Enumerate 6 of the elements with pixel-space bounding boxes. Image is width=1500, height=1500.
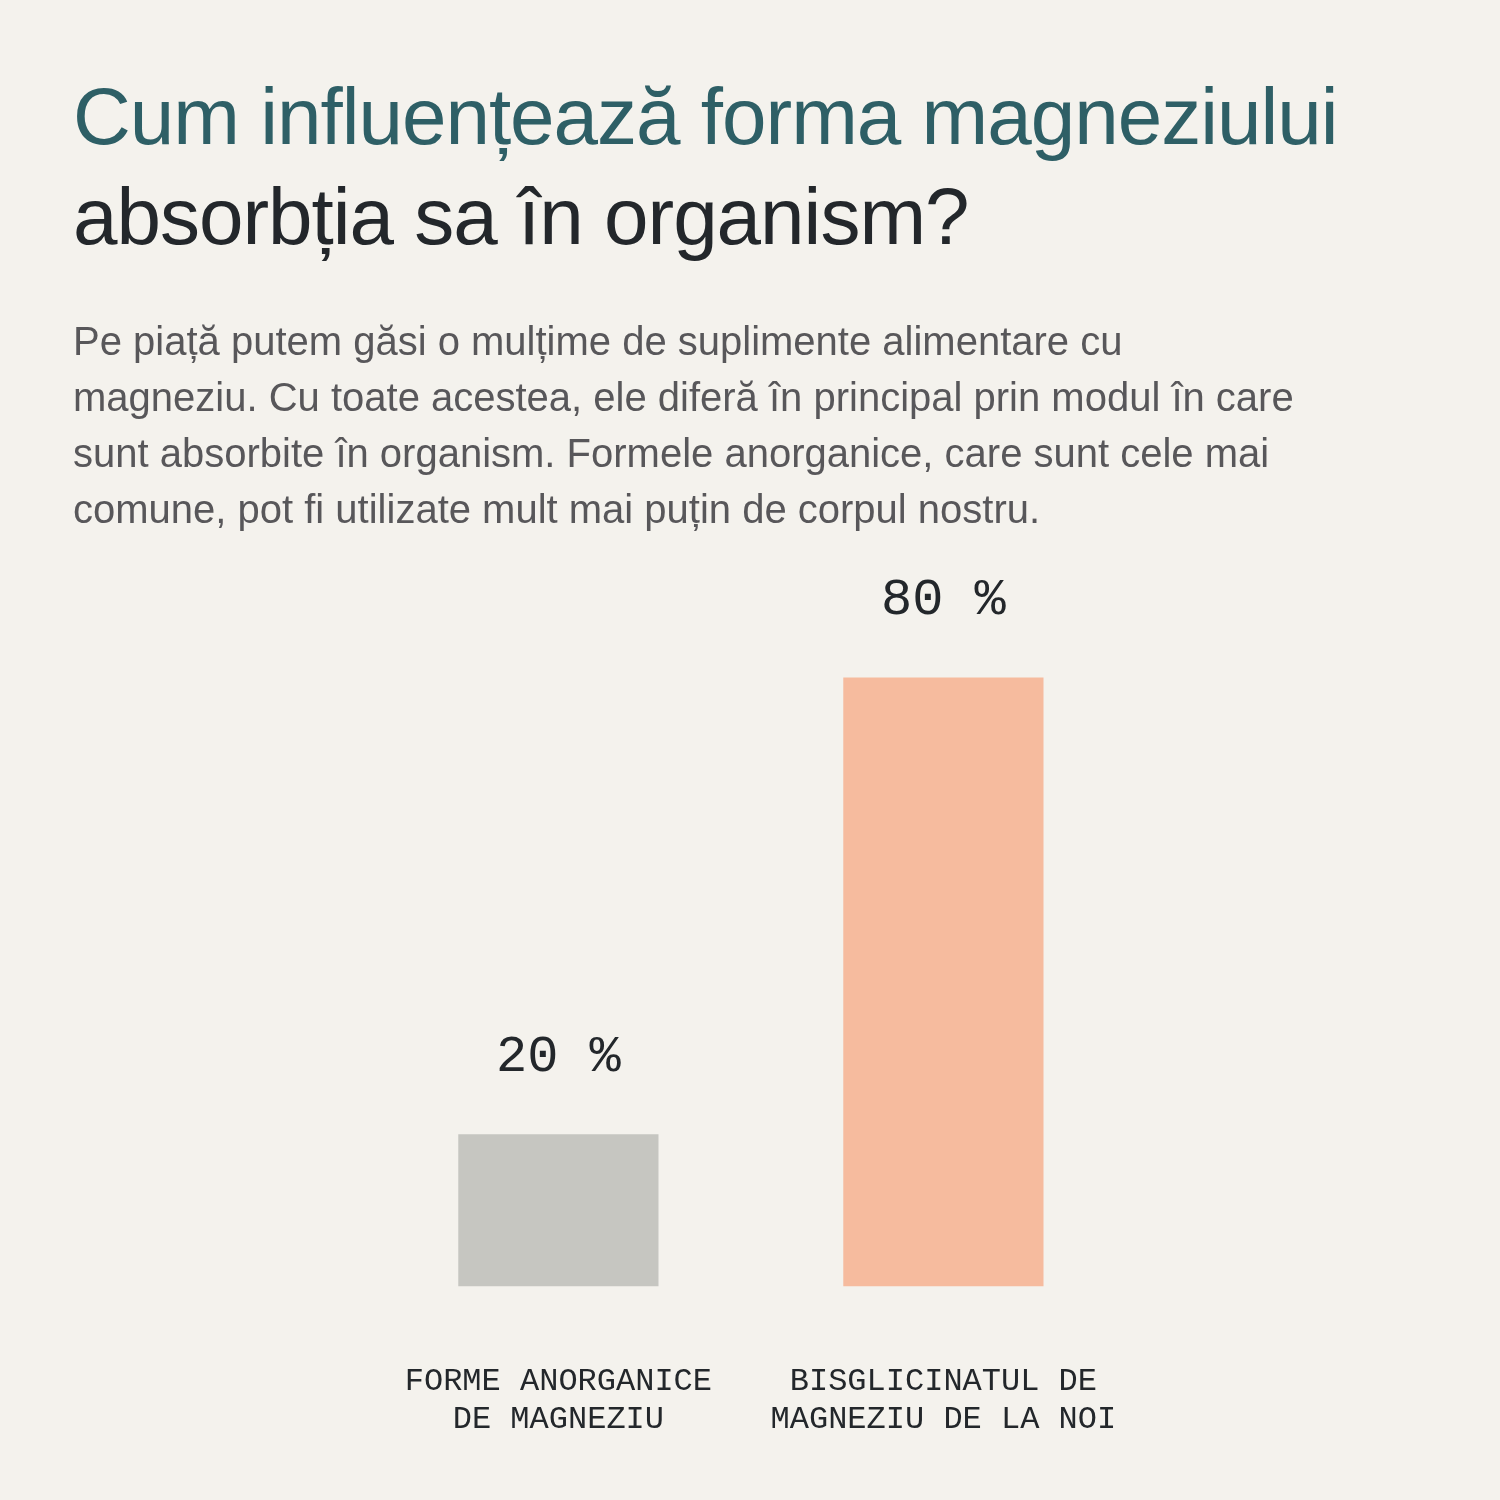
chart-title: Cum influențează forma magneziului absorbția sa în organism?	[73, 71, 1338, 263]
chart-subtitle: Pe piață putem găsi o mulțime de suplimente alimentare cu magneziu. Cu toate acestea, ele diferă în principal prin modul în care sunt absorbite în organism. Formele anorganice, care sunt cele mai comune, pot fi utilizate mult mai puțin de corpul nostru.	[73, 318, 1295, 533]
data-label: 80 %	[880, 571, 1007, 630]
data-label: 20 %	[495, 1027, 622, 1087]
x-tick-label: FORME ANORGANICE DE MAGNEZIU	[404, 1362, 712, 1439]
x-tick-label: BISGLICINATUL DE MAGNEZIU DE LA NOI	[770, 1362, 1117, 1439]
